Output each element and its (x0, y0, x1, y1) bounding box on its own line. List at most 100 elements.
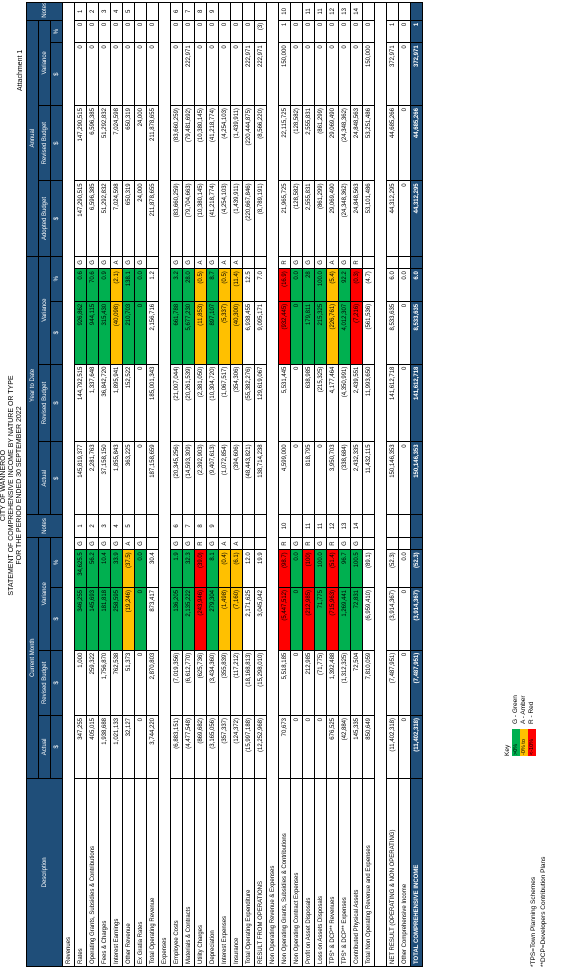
annual-revised-budget: (83,660,259) (170, 105, 183, 181)
annual-adopted-budget: (10,380,145) (194, 180, 207, 257)
current-actual: (42,884) (338, 715, 351, 779)
annual-variance: 372,971 (386, 42, 399, 106)
annual-adopted-budget: (24,348,362) (338, 180, 351, 257)
current-variance-pct: 56.2 (86, 549, 99, 588)
ytd-revised-budget: (4,350,991) (338, 364, 351, 442)
current-variance-pct: 100.0 (314, 549, 327, 588)
annual-variance-pct: 0 (338, 20, 351, 43)
annual-adopted-budget: (220,667,846) (242, 180, 255, 257)
ytd-variance: 661,788 (170, 301, 183, 365)
annual-revised-budget: 2,555,831 (302, 105, 315, 181)
ytd-revised-budget: 141,612,718 (410, 364, 423, 442)
current-revised-budget: (71,775) (314, 650, 327, 716)
row-description: Ex Gratia Rates (134, 778, 147, 967)
annual-variance-pct: 0 (146, 20, 159, 43)
table-row: Utility Charges (869,682) (625,736) (243,94… (194, 2, 207, 967)
current-variance: 72,831 (350, 587, 363, 651)
ytd-variance-pct: 6.0 (386, 268, 399, 302)
ytd-rag-status: R (350, 256, 363, 269)
ytd-revised-budget: 152,522 (122, 364, 135, 442)
ytd-variance-pct: 7.0 (254, 268, 267, 302)
table-row (374, 2, 387, 967)
annual-variance-pct: 0 (290, 20, 303, 43)
annual-variance-pct: 1 (410, 20, 423, 43)
current-actual: 0 (302, 715, 315, 779)
ytd-rag-status: G (290, 256, 303, 269)
ytd-variance-pct: 0.6 (74, 268, 87, 302)
ytd-actual: (1,072,854) (218, 441, 231, 515)
row-description: Total Operating Expenditure (242, 778, 255, 967)
annual-variance: 0 (194, 42, 207, 106)
table-row: Loss on Assets Disposals 0 (71,775) 71,775 1… (314, 2, 327, 967)
ytd-variance: 315,430 (98, 301, 111, 365)
annual-variance: 0 (134, 42, 147, 106)
current-note (290, 514, 303, 538)
current-rag-status: G (110, 537, 123, 550)
spacer-row (374, 2, 387, 967)
current-variance-pct: 33.9 (110, 549, 123, 588)
current-variance: 145,693 (86, 587, 99, 651)
current-rag-status: G (182, 537, 195, 550)
current-revised-budget: 1,000 (74, 650, 87, 716)
current-actual: 0 (314, 715, 327, 779)
current-revised-budget: 51,373 (122, 650, 135, 716)
row-description: Non Operating Contract Expenses (290, 778, 303, 967)
current-note: 12 (326, 514, 339, 538)
table-row: Depreciation (3,165,056) (3,434,360) 279,30… (206, 2, 219, 967)
current-revised-budget: 7,810,059 (362, 650, 375, 716)
current-note: 10 (278, 514, 291, 538)
current-rag-status (242, 537, 255, 550)
ytd-actual: 2,432,335 (350, 441, 363, 515)
key-swatch: -0% to -10% (520, 729, 535, 756)
table-body: Revenues Rates 347,255 1,000 346,255 34,625.5… (62, 2, 423, 967)
col-ytd-revised-budget: Revised Budget (38, 364, 51, 442)
current-revised-budget: 5,518,185 (278, 650, 291, 716)
current-revised-budget: (18,168,813) (242, 650, 255, 716)
current-rag-status (254, 537, 267, 550)
ytd-actual: (48,443,821) (242, 441, 255, 515)
current-note: 5 (122, 514, 135, 538)
current-actual: (6,883,151) (170, 715, 183, 779)
income-statement-table: Description Current Month Notes Year to … (26, 2, 423, 967)
table-row: Materials & Contracts (4,477,548) (6,612,7… (182, 2, 195, 967)
current-variance: 136,205 (170, 587, 183, 651)
current-variance-pct: (37.5) (122, 549, 135, 588)
annual-note: 13 (338, 2, 351, 21)
annual-variance-pct: 0 (98, 20, 111, 43)
annual-note (242, 2, 255, 21)
current-rag-status (146, 537, 159, 550)
current-variance-pct: (52.3) (386, 549, 399, 588)
ytd-actual: 37,158,150 (98, 441, 111, 515)
col-variance: Variance (38, 537, 51, 651)
annual-revised-budget: (41,218,774) (206, 105, 219, 181)
ytd-actual: (9,407,613) (206, 441, 219, 515)
annual-variance: 0 (338, 42, 351, 106)
ytd-actual: (394,606) (230, 441, 243, 515)
annual-revised-budget: 0 (398, 105, 411, 181)
current-note (362, 514, 375, 538)
annual-adopted-budget: (4,254,103) (218, 180, 231, 257)
row-description: TOTAL COMPREHENSIVE INCOME (410, 778, 423, 967)
annual-variance: 0 (302, 42, 315, 106)
annual-variance-pct: 1 (278, 20, 291, 43)
ytd-variance-pct: 28.0 (182, 268, 195, 302)
unit-pct: % (50, 256, 63, 302)
ytd-variance-pct: 3.2 (170, 268, 183, 302)
current-revised-budget: (117,212) (230, 650, 243, 716)
org-name: CITY OF WANNEROO (0, 449, 7, 522)
annual-revised-budget: (4,254,103) (218, 105, 231, 181)
ytd-actual: (20,345,256) (170, 441, 183, 515)
annual-note: 3 (98, 2, 111, 21)
current-variance: 181,818 (98, 587, 111, 651)
table-row: Other Revenue 32,127 51,373 (19,246) (37.5) A… (122, 2, 135, 967)
unit-pct: % (50, 20, 63, 43)
current-actual: (11,402,318) (386, 715, 399, 779)
current-variance-pct: 34,625.5 (74, 549, 87, 588)
ytd-actual: 11,432,115 (362, 441, 375, 515)
unit: $ (50, 180, 63, 257)
annual-variance: 0 (146, 42, 159, 106)
row-description: Total Non Operating Revenue and Expenses (362, 778, 375, 967)
ytd-variance: 9,095,171 (254, 301, 267, 365)
table-row: Other Comprehensive Income 0 0 0 0.0 0 0 0 0.0 0 0… (398, 2, 411, 967)
